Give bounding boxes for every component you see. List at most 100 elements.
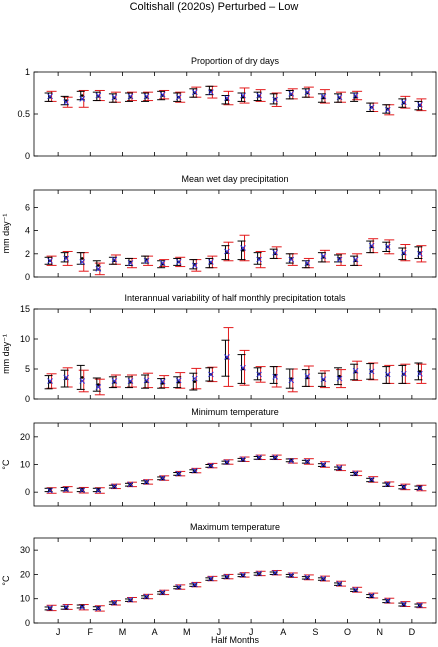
data-point	[320, 461, 327, 468]
data-point	[417, 602, 423, 609]
month-label: A	[280, 627, 286, 637]
data-point	[352, 470, 359, 477]
panel-4: Minimum temperature 0 10 20 °C	[1, 407, 437, 507]
data-point	[304, 260, 311, 266]
y-tick-label: 0.5	[17, 109, 30, 119]
data-point	[111, 378, 118, 384]
data-point	[338, 374, 341, 378]
data-point	[127, 260, 134, 266]
data-point	[368, 368, 375, 375]
y-tick-label: 4	[25, 226, 30, 236]
data-point	[272, 373, 279, 380]
y-tick-label: 2	[25, 249, 30, 259]
data-point	[191, 262, 198, 269]
data-point	[240, 92, 246, 99]
data-point	[320, 93, 327, 100]
x-axis-label: Half Months	[211, 635, 260, 645]
data-point	[418, 370, 422, 373]
data-point	[80, 94, 84, 97]
data-point	[224, 459, 230, 465]
data-point	[368, 104, 375, 111]
y-tick-label: 0	[25, 487, 30, 497]
y-axis-label: mm day⁻¹	[1, 334, 11, 374]
data-point	[417, 101, 423, 108]
data-point	[63, 374, 69, 381]
data-point	[97, 264, 100, 267]
data-point	[175, 470, 182, 477]
data-point	[417, 370, 423, 377]
data-point	[224, 354, 230, 360]
data-point	[127, 481, 134, 488]
data-point	[143, 593, 150, 600]
data-point	[384, 244, 391, 250]
data-point	[193, 380, 197, 383]
data-point	[95, 266, 102, 272]
data-point	[256, 256, 262, 263]
month-label: D	[409, 627, 416, 637]
y-tick-label: 0	[25, 618, 30, 628]
data-point	[208, 462, 214, 469]
y-tick-label: 20	[20, 432, 30, 442]
data-point	[272, 569, 279, 576]
data-point	[240, 364, 246, 371]
data-point	[95, 487, 102, 494]
panel-title: Minimum temperature	[191, 407, 279, 417]
month-label: N	[376, 627, 383, 637]
data-point	[224, 573, 230, 580]
panels: Proportion of dry days 0 0.5 1 Mean wet day …	[1, 56, 437, 637]
data-point	[352, 92, 359, 99]
data-point	[111, 483, 118, 490]
data-point	[320, 376, 327, 383]
data-point	[47, 487, 53, 494]
figure-title: Coltishall (2020s) Perturbed – Low	[130, 1, 299, 13]
panel-title: Proportion of dry days	[191, 56, 280, 66]
plot-frame	[33, 308, 437, 400]
data-point	[304, 89, 311, 95]
data-point	[240, 572, 246, 578]
data-point	[191, 375, 198, 382]
plot-frame	[33, 189, 437, 278]
data-point	[159, 589, 166, 596]
data-point	[80, 257, 84, 260]
y-tick-label: 0	[25, 272, 30, 282]
data-point	[368, 476, 375, 483]
panel-title: Mean wet day precipitation	[181, 174, 288, 184]
data-point	[127, 378, 134, 384]
y-tick-label: 10	[20, 334, 30, 344]
data-point	[336, 375, 343, 382]
plot-frame	[33, 71, 437, 157]
data-point	[384, 371, 391, 378]
data-point	[95, 384, 102, 390]
data-point	[47, 257, 53, 264]
data-point	[191, 581, 198, 588]
data-point	[240, 456, 246, 463]
data-point	[127, 93, 134, 100]
data-point	[175, 584, 182, 590]
data-point	[63, 99, 69, 106]
data-point	[208, 371, 214, 378]
data-point	[47, 378, 53, 384]
data-point	[143, 479, 150, 485]
data-point	[288, 377, 295, 384]
month-label: J	[56, 627, 61, 637]
data-point	[288, 256, 295, 263]
y-axis-label: mm day⁻¹	[1, 214, 11, 254]
data-point	[127, 596, 134, 603]
y-tick-label: 0	[25, 394, 30, 404]
panel-title: Interannual variability of half monthly …	[124, 293, 346, 303]
data-point	[401, 249, 407, 256]
panel-3: Interannual variability of half monthly …	[1, 293, 437, 404]
data-point	[401, 601, 407, 607]
data-point	[111, 94, 118, 101]
data-point	[79, 259, 86, 265]
data-point	[288, 91, 295, 97]
data-point	[384, 597, 391, 604]
data-point	[272, 454, 279, 461]
data-point	[79, 96, 86, 102]
y-axis-label: °C	[1, 575, 11, 586]
data-point	[80, 376, 84, 379]
y-axis-label: °C	[1, 459, 11, 470]
data-point	[143, 257, 150, 264]
data-point	[304, 373, 311, 380]
